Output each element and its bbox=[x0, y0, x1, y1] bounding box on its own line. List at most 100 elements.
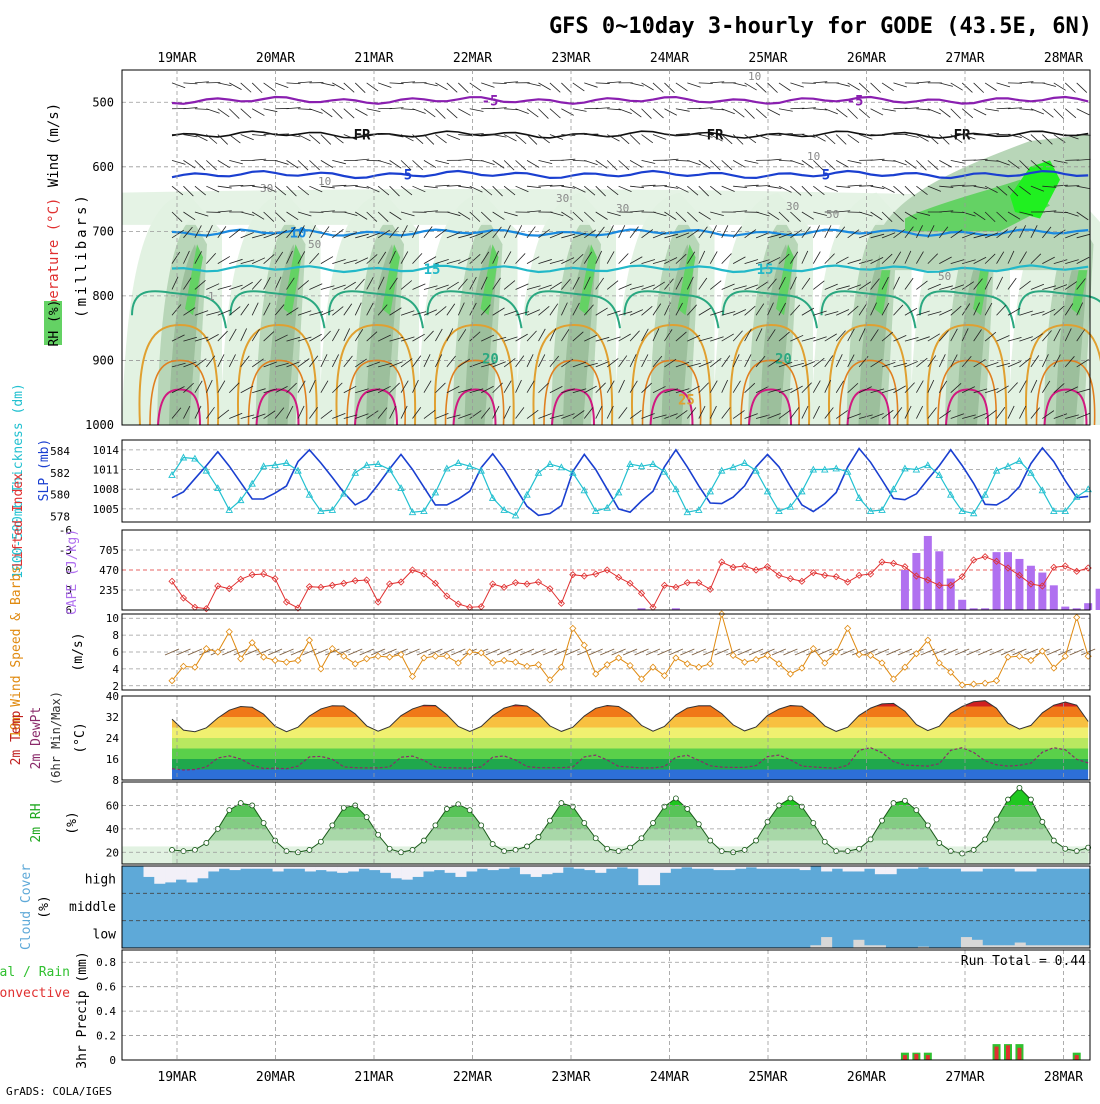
rh2m-point bbox=[318, 839, 323, 844]
minmax-label-group: (6hr Min/Max) bbox=[49, 691, 63, 785]
rh2m-point bbox=[983, 837, 988, 842]
cloud-high-clear bbox=[273, 866, 284, 871]
isotherm-label: FR bbox=[954, 128, 971, 144]
rh2m-point bbox=[421, 838, 426, 843]
cape-bar bbox=[924, 536, 932, 610]
date-label-top: 25MAR bbox=[748, 51, 787, 66]
cloud-high-clear bbox=[853, 866, 864, 871]
wind-speed-point bbox=[226, 629, 232, 635]
rh2m-band bbox=[122, 817, 1090, 829]
rh-contour-label: 10 bbox=[748, 70, 761, 83]
date-label-top: 28MAR bbox=[1044, 51, 1083, 66]
isotherm-label: 15 bbox=[757, 262, 774, 278]
isotherm-label: 15 bbox=[424, 262, 441, 278]
isotherm-label: 25 bbox=[678, 392, 695, 408]
rh2m-point bbox=[467, 808, 472, 813]
rh2m-point bbox=[960, 851, 965, 856]
date-label-bottom: 26MAR bbox=[847, 1070, 886, 1085]
wind-speed-point bbox=[696, 664, 702, 670]
rh2m-point bbox=[1051, 838, 1056, 843]
wind-speed-point bbox=[364, 656, 370, 662]
cape-tick-label: 705 bbox=[99, 544, 119, 557]
date-label-top: 23MAR bbox=[551, 51, 590, 66]
cloud-high-clear bbox=[305, 866, 316, 871]
temp-band bbox=[122, 696, 1090, 707]
wind-speed-point bbox=[1005, 654, 1011, 660]
wind-label: Wind (m/s) bbox=[46, 103, 62, 187]
ua-tick-label: 500 bbox=[92, 95, 114, 109]
temp-tick-label: 16 bbox=[106, 753, 119, 766]
cloud-layer-label: middle bbox=[69, 900, 116, 915]
date-label-top: 19MAR bbox=[157, 51, 196, 66]
precip-conv-bar bbox=[1017, 1048, 1021, 1060]
wind-speed-point bbox=[684, 661, 690, 667]
date-label-top: 27MAR bbox=[945, 51, 984, 66]
rh2m-point bbox=[662, 804, 667, 809]
rh2m-point bbox=[994, 817, 999, 822]
wind-speed-point bbox=[375, 653, 381, 659]
rh2m-point bbox=[708, 838, 713, 843]
rh-contour-label: 50 bbox=[938, 270, 951, 283]
ua-ylabel-group: (millibars) bbox=[74, 192, 90, 318]
rh2m-point bbox=[902, 798, 907, 803]
ua-left-labels: Wind (m/s)Temperature (°C)RH (%) bbox=[44, 103, 62, 347]
rh2m-point bbox=[857, 846, 862, 851]
wind-speed-point bbox=[306, 637, 312, 643]
rh2m-point bbox=[1017, 785, 1022, 790]
precip-conv-label: Convective bbox=[0, 986, 70, 1001]
cape-label: CAPE (J/kg) bbox=[65, 529, 80, 615]
thickness-tick-label: 582 bbox=[50, 467, 70, 480]
cloud-label-group: Cloud Cover bbox=[19, 864, 34, 950]
isotherm-label: 10 bbox=[290, 226, 307, 242]
precip-tick-label: 0 bbox=[109, 1054, 116, 1067]
rh2m-point bbox=[765, 819, 770, 824]
cloud-high-clear bbox=[552, 866, 563, 873]
dewpt2m-label: 2m DewPt bbox=[29, 707, 44, 770]
cloud-low-gap bbox=[821, 937, 832, 948]
rh2m-point bbox=[341, 805, 346, 810]
rh2m-point bbox=[891, 801, 896, 806]
rh2m-point bbox=[479, 823, 484, 828]
temp-label-group: 2m Temp bbox=[9, 710, 24, 765]
precip-conv-bar bbox=[1006, 1045, 1010, 1060]
rh2m-point bbox=[616, 849, 621, 854]
cloud-high-clear bbox=[391, 866, 402, 878]
rh-contour-label: 30 bbox=[616, 202, 629, 215]
cloud-high-clear bbox=[445, 866, 456, 873]
wind-speed-point bbox=[879, 660, 885, 666]
rh2m-point bbox=[799, 804, 804, 809]
ua-ylabel: (millibars) bbox=[74, 192, 90, 318]
wind-speed-point bbox=[432, 653, 438, 659]
slp-frame bbox=[122, 440, 1090, 522]
wind-speed-point bbox=[524, 663, 530, 669]
wind-speed-point bbox=[295, 657, 301, 663]
cape-bar bbox=[1015, 559, 1023, 610]
slp-line bbox=[172, 448, 1088, 516]
cape-bar bbox=[1027, 566, 1035, 610]
rh2m-point bbox=[582, 821, 587, 826]
temp-tick-label: 8 bbox=[112, 774, 119, 787]
wind-speed-point bbox=[982, 680, 988, 686]
cloud-high-clear bbox=[638, 866, 649, 885]
date-label-bottom: 19MAR bbox=[157, 1070, 196, 1085]
chart-title: GFS 0~10day 3-hourly for GODE (43.5E, 6N… bbox=[549, 14, 1092, 39]
wind-speed-point bbox=[192, 664, 198, 670]
slp-tick-label: 1011 bbox=[93, 464, 120, 477]
cloud-high-clear bbox=[230, 866, 241, 870]
wind-speed-point bbox=[444, 653, 450, 659]
rh2m-point bbox=[742, 847, 747, 852]
rh-contour-label: 50 bbox=[826, 208, 839, 221]
cloud-ylabel-group: (%) bbox=[37, 895, 52, 918]
cloud-high-clear bbox=[316, 866, 327, 870]
rh2m-point bbox=[433, 823, 438, 828]
rh2m-point bbox=[811, 821, 816, 826]
cape-label-group: CAPE (J/kg) bbox=[65, 529, 80, 615]
cloud-high-clear bbox=[187, 866, 198, 882]
cape-bar bbox=[958, 600, 966, 610]
li-label: Lifted Index bbox=[11, 473, 26, 567]
rh-contour-label: 30 bbox=[556, 192, 569, 205]
cloud-high-clear bbox=[412, 866, 423, 877]
temp-tick-label: 40 bbox=[106, 690, 119, 703]
wind-speed-point bbox=[581, 642, 587, 648]
